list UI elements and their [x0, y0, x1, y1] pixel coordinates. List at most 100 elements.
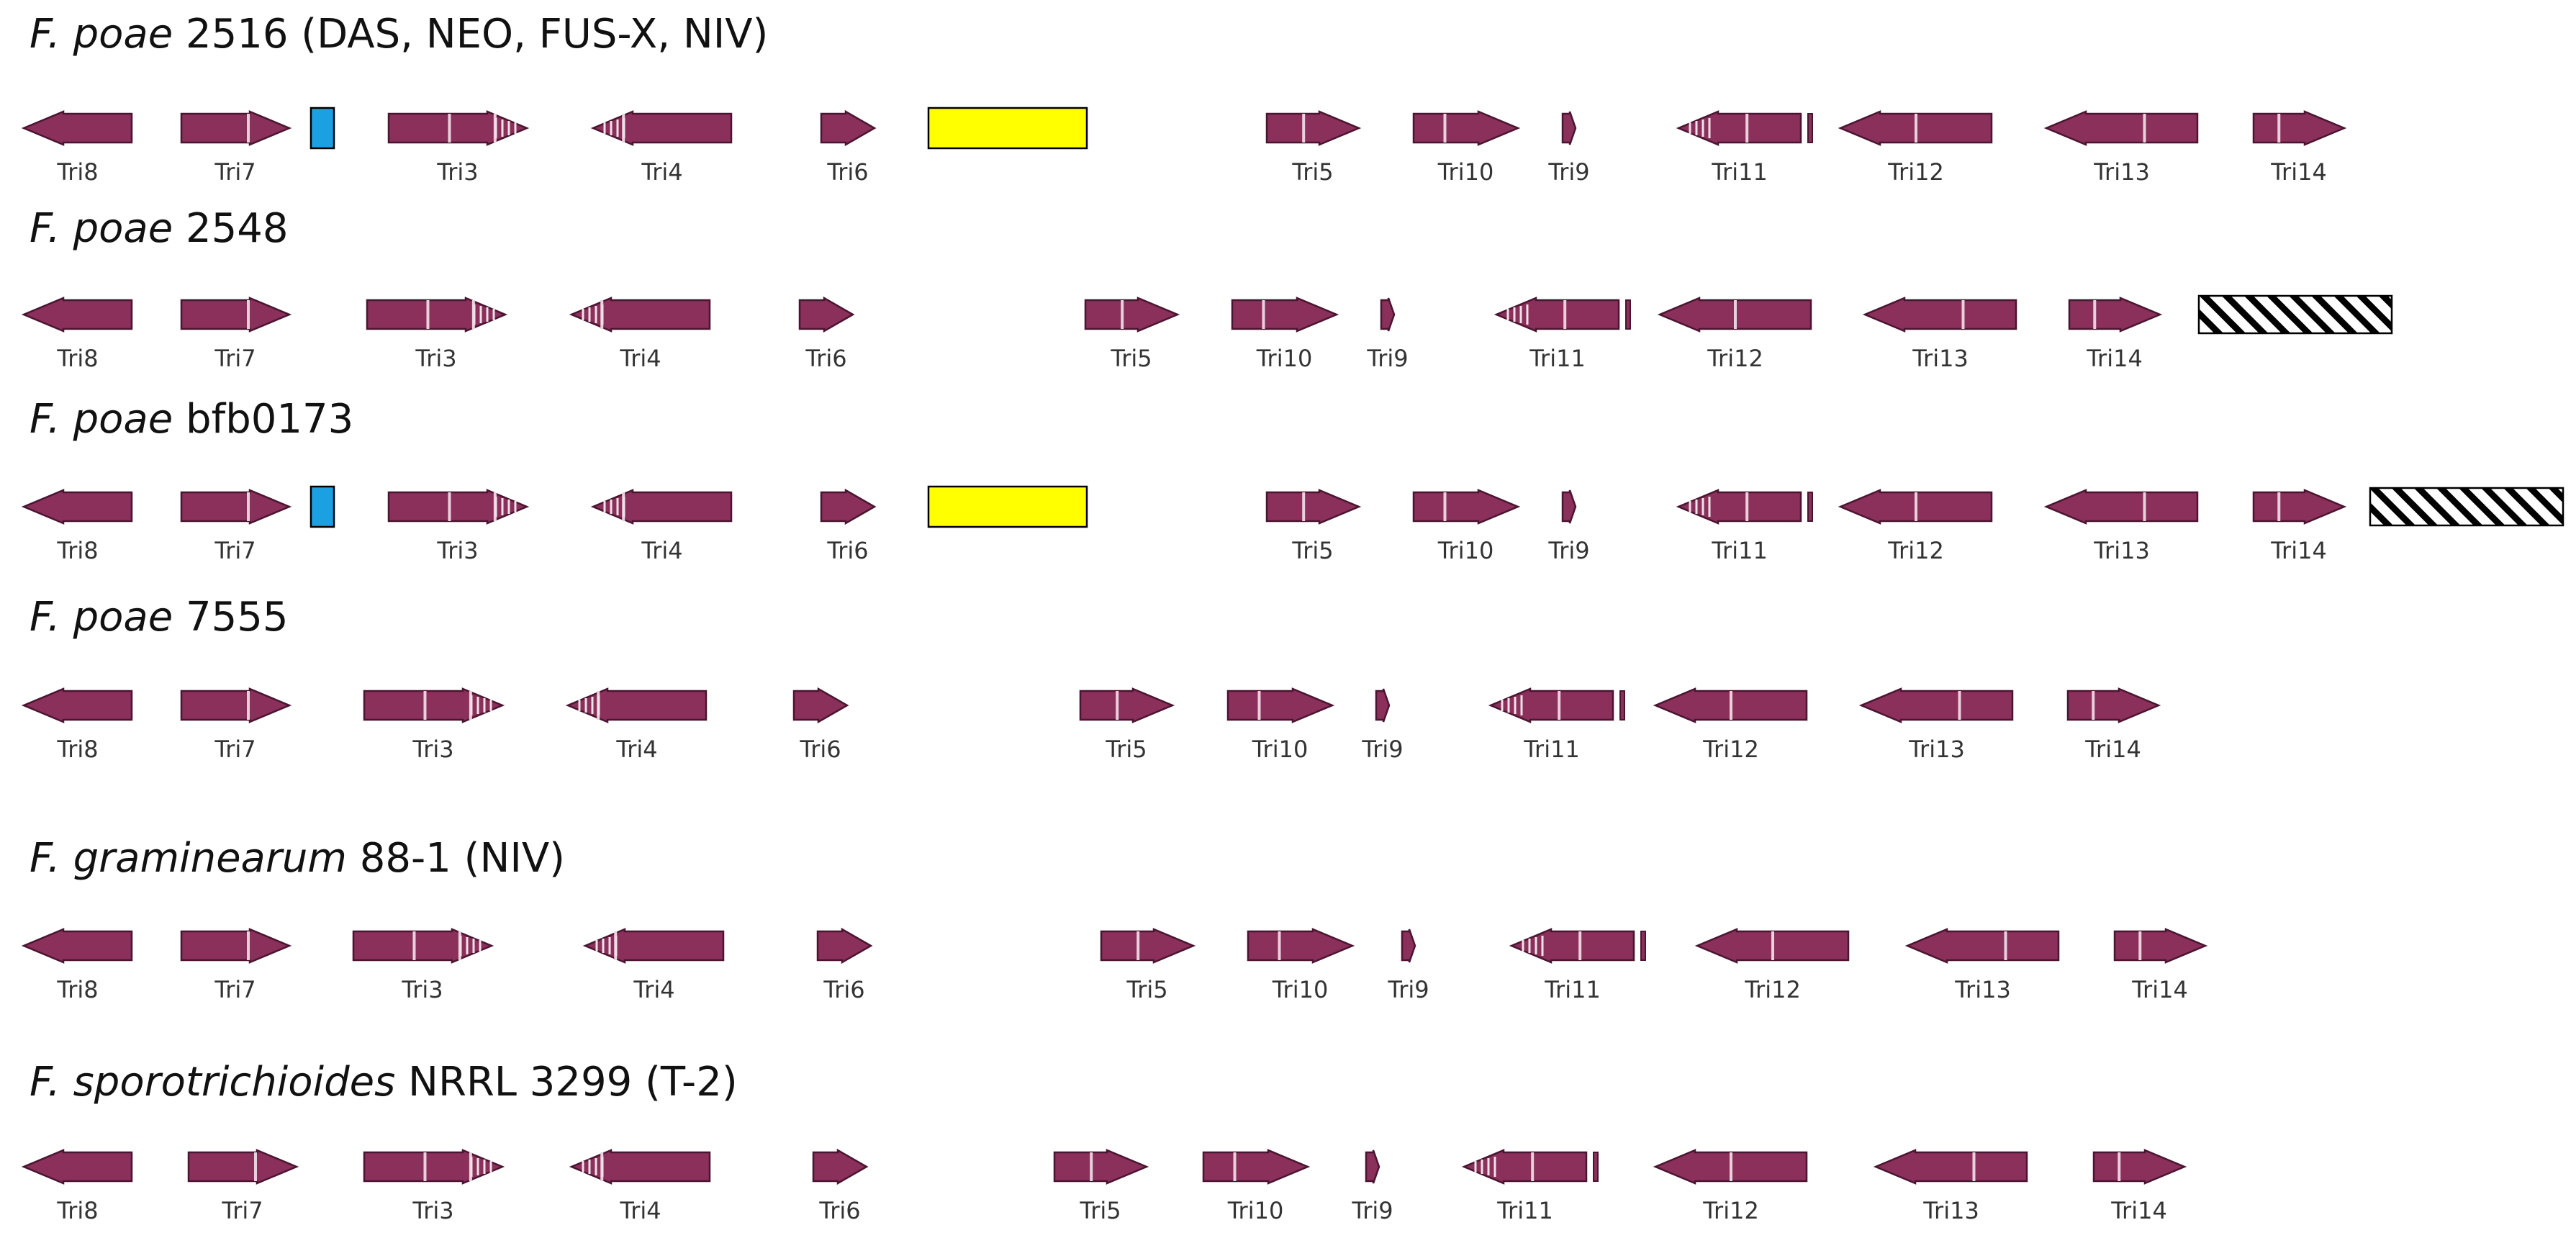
gene-tri7-arrow	[180, 110, 292, 146]
hatch-insertion-block	[2197, 294, 2393, 335]
gene-tri6-arrow	[816, 927, 873, 964]
gene-tri10-arrow	[1412, 489, 1521, 525]
gene-tri11-arrow	[1488, 687, 1625, 723]
gene-tri5-arrow	[1265, 110, 1362, 146]
gene-tri14-arrow	[2252, 489, 2347, 525]
gene-tri9-arrow	[1365, 1149, 1380, 1184]
gene-tri13-arrow	[2043, 489, 2199, 525]
species-name: F. poae	[30, 396, 173, 443]
gene-label-tri5: Tri5	[1126, 976, 1168, 1003]
gene-tri4-arrow	[590, 110, 733, 146]
gene-label-tri6: Tri6	[819, 1197, 861, 1224]
gene-tri4-arrow	[590, 489, 733, 525]
gene-tri12-arrow	[1653, 687, 1808, 723]
gene-tri9-arrow	[1375, 688, 1391, 723]
gene-tri12-arrow	[1838, 489, 1993, 525]
gene-label-tri9: Tri9	[1352, 1197, 1393, 1224]
gene-tri5-arrow	[1100, 928, 1196, 964]
gene-label-tri10: Tri10	[1437, 158, 1494, 186]
gene-label-tri11: Tri11	[1529, 345, 1586, 372]
gene-tri7-arrow	[187, 1149, 299, 1185]
gene-label-tri6: Tri6	[827, 158, 869, 186]
gene-tri5-arrow	[1079, 687, 1175, 723]
row-title: F. poae 2548	[30, 207, 289, 250]
gene-label-tri4: Tri4	[616, 736, 658, 763]
species-name: F. sporotrichioides	[30, 1059, 396, 1106]
gene-tri9-arrow	[1380, 297, 1396, 332]
gene-label-tri13: Tri13	[2094, 158, 2150, 186]
gene-tri13-arrow	[2043, 110, 2199, 146]
gene-tri3-arrow	[387, 489, 530, 525]
gene-label-tri12: Tri12	[1707, 345, 1763, 372]
strain-name: NRRL 3299 (T-2)	[395, 1059, 738, 1106]
gene-tri10-arrow	[1412, 110, 1521, 146]
gene-tri12-arrow	[1653, 1149, 1808, 1185]
gene-label-tri5: Tri5	[1111, 345, 1152, 372]
gene-tri8-arrow	[21, 1149, 133, 1185]
gene-tri14-arrow	[2113, 928, 2208, 964]
gene-label-tri14: Tri14	[2111, 1197, 2167, 1224]
gene-tri6-arrow	[820, 109, 877, 147]
gene-label-tri4: Tri4	[620, 345, 661, 372]
gene-tri7-arrow	[180, 489, 292, 525]
gene-label-tri14: Tri14	[2132, 976, 2188, 1003]
gene-label-tri10: Tri10	[1272, 976, 1329, 1003]
gene-tri8-arrow	[21, 928, 133, 964]
gene-tri9-arrow	[1561, 111, 1577, 145]
row-title: F. poae bfb0173	[30, 398, 353, 441]
gene-label-tri12: Tri12	[1888, 158, 1944, 186]
gene-label-tri4: Tri4	[641, 537, 683, 564]
gene-tri4-arrow	[565, 687, 708, 723]
gene-label-tri9: Tri9	[1388, 976, 1429, 1003]
gene-tri13-arrow	[1862, 297, 2017, 333]
gene-tri13-arrow	[1858, 687, 2014, 723]
gene-label-tri9: Tri9	[1548, 158, 1590, 186]
gene-tri10-arrow	[1226, 687, 1335, 723]
gene-tri14-arrow	[2068, 297, 2163, 333]
gene-label-tri13: Tri13	[1955, 976, 2011, 1003]
gene-tri7-arrow	[180, 297, 292, 333]
gene-label-tri14: Tri14	[2087, 345, 2143, 372]
gene-label-tri6: Tri6	[823, 976, 865, 1003]
blue-insertion-block	[309, 485, 335, 528]
gene-tri14-arrow	[2066, 687, 2161, 723]
gene-label-tri13: Tri13	[1923, 1197, 1979, 1224]
gene-tri8-arrow	[21, 110, 133, 146]
gene-label-tri11: Tri11	[1497, 1197, 1553, 1224]
gene-tri13-arrow	[1904, 928, 2060, 964]
gene-tri3-arrow	[387, 110, 530, 146]
species-name: F. poae	[30, 594, 173, 641]
gene-label-tri10: Tri10	[1437, 537, 1494, 564]
row-title: F. poae 7555	[30, 596, 289, 639]
gene-tri7-arrow	[180, 928, 292, 964]
gene-label-tri13: Tri13	[1912, 345, 1969, 372]
gene-tri4-arrow	[569, 297, 711, 333]
gene-tri13-arrow	[1873, 1149, 2028, 1185]
gene-tri12-arrow	[1657, 297, 1812, 333]
gene-label-tri5: Tri5	[1292, 158, 1334, 186]
gene-label-tri6: Tri6	[800, 736, 841, 763]
gene-label-tri11: Tri11	[1712, 537, 1768, 564]
gene-label-tri7: Tri7	[214, 976, 256, 1003]
gene-tri3-arrow	[366, 297, 508, 333]
gene-tri14-arrow	[2092, 1149, 2187, 1185]
gene-label-tri3: Tri3	[415, 345, 457, 372]
strain-name: 7555	[173, 594, 289, 641]
gene-label-tri12: Tri12	[1745, 976, 1801, 1003]
gene-tri11-arrow	[1676, 489, 1813, 525]
gene-tri6-arrow	[798, 296, 855, 333]
gene-label-tri3: Tri3	[412, 1197, 454, 1224]
gene-tri12-arrow	[1694, 928, 1850, 964]
strain-name: 88-1 (NIV)	[346, 835, 566, 882]
gene-label-tri12: Tri12	[1703, 1197, 1759, 1224]
gene-label-tri3: Tri3	[402, 976, 443, 1003]
gene-label-tri6: Tri6	[827, 537, 869, 564]
species-name: F. poae	[30, 11, 173, 58]
gene-label-tri14: Tri14	[2085, 736, 2141, 763]
gene-tri5-arrow	[1084, 297, 1180, 333]
strain-name: bfb0173	[173, 396, 354, 443]
row-title: F. poae 2516 (DAS, NEO, FUS-X, NIV)	[30, 13, 768, 56]
gene-tri14-arrow	[2252, 110, 2347, 146]
gene-tri6-arrow	[792, 687, 849, 724]
gene-label-tri4: Tri4	[633, 976, 675, 1003]
